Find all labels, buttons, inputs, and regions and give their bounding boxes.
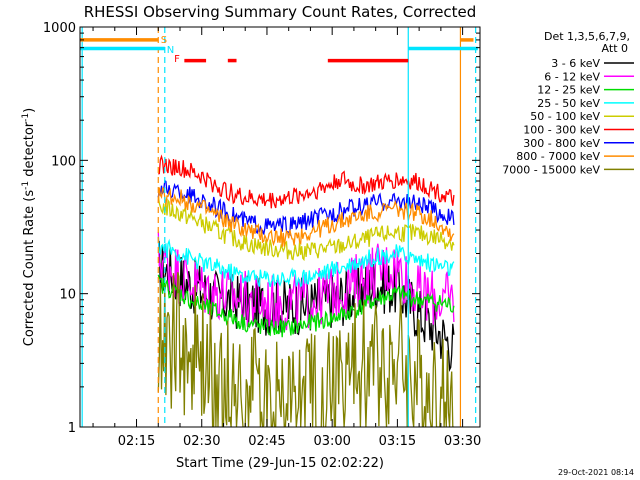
axes: 1 10 100 1000 02:15 02:30 02:45 03:00 03:15 03:30: [43, 21, 481, 449]
y-tick-label: 1000: [43, 21, 76, 36]
x-tick-label: 02:30: [183, 434, 220, 449]
state-annotation: F: [174, 54, 180, 65]
state-lines-layer: [81, 27, 477, 427]
legend-label: 7000 - 15000 keV: [502, 163, 600, 176]
timestamp: 29-Oct-2021 08:14: [558, 468, 634, 477]
state-annotation: N: [167, 45, 174, 56]
x-tick-label: 02:45: [248, 434, 285, 449]
y-tick-label: 100: [51, 154, 76, 169]
chart-title: RHESSI Observing Summary Count Rates, Co…: [84, 3, 477, 21]
state-annotation: S: [161, 35, 167, 46]
series-layer: [157, 154, 455, 427]
legend-label: 3 - 6 keV: [551, 57, 600, 70]
series-line: [157, 236, 455, 288]
y-axis-label-mid: detector: [22, 121, 37, 181]
legend-header-line2: Att 0: [602, 42, 628, 55]
x-tick-label: 03:15: [379, 434, 416, 449]
y-axis-label-sup2: -1: [21, 113, 31, 122]
x-tick-label: 03:00: [313, 434, 350, 449]
series-line: [157, 274, 455, 338]
legend-label: 100 - 300 keV: [523, 124, 600, 137]
legend-label: 300 - 800 keV: [523, 137, 600, 150]
y-tick-label: 1: [68, 421, 76, 436]
legend-label: 25 - 50 keV: [537, 97, 600, 110]
legend-label: 800 - 7000 keV: [516, 150, 600, 163]
y-axis-label-sup1: -1: [21, 181, 31, 190]
legend-label: 12 - 25 keV: [537, 84, 600, 97]
y-axis-label-end: ): [22, 108, 37, 113]
legend-label: 50 - 100 keV: [530, 110, 600, 123]
legend-label: 6 - 12 keV: [544, 70, 600, 83]
y-axis-label-main: Corrected Count Rate (s: [22, 190, 37, 347]
annotations-layer: SNF: [80, 35, 478, 65]
legend-header-line1: Det 1,3,5,6,7,9,: [544, 30, 630, 43]
series-line: [157, 186, 455, 247]
series-line: [158, 154, 455, 209]
x-tick-label: 02:15: [118, 434, 155, 449]
y-axis-label: Corrected Count Rate (s-1 detector-1): [21, 108, 37, 346]
x-axis-label: Start Time (29-Jun-15 02:02:22): [176, 456, 384, 471]
series-line: [157, 195, 455, 262]
x-tick-label: 03:30: [444, 434, 481, 449]
y-tick-label: 10: [59, 288, 76, 303]
series-line: [157, 272, 454, 427]
plot-frame: [79, 26, 481, 428]
